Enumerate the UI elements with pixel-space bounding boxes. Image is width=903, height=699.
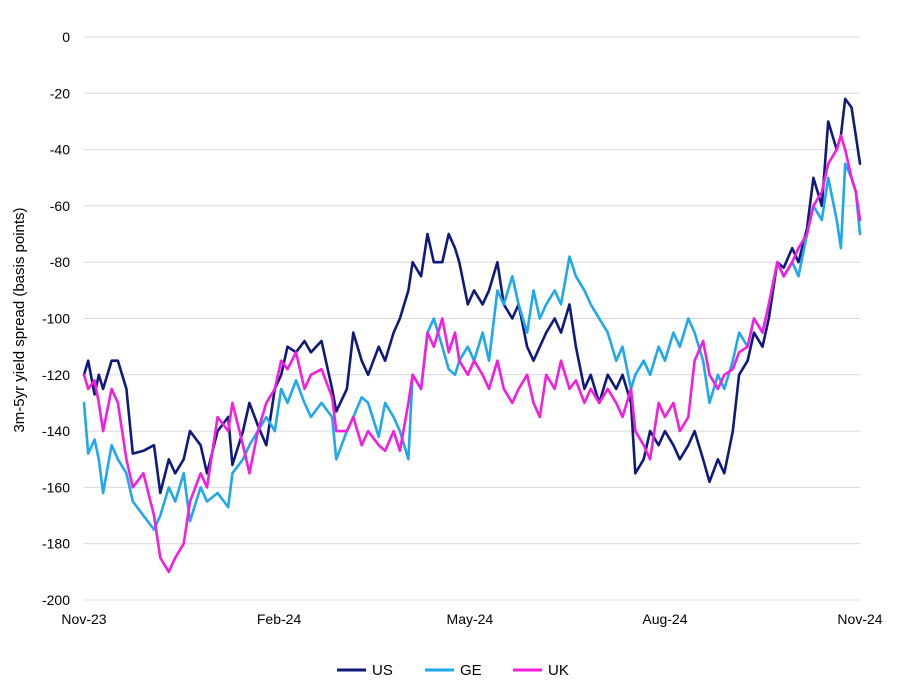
- y-tick-label: -60: [50, 198, 70, 214]
- x-tick-label: May-24: [447, 611, 494, 627]
- y-tick-label: -20: [50, 85, 70, 101]
- legend-label-us: US: [372, 662, 393, 679]
- y-tick-label: -80: [50, 254, 70, 270]
- y-tick-label: -160: [42, 479, 70, 495]
- y-tick-label: 0: [62, 29, 70, 45]
- y-tick-label: -120: [42, 367, 70, 383]
- y-tick-label: -100: [42, 311, 70, 327]
- legend-label-ge: GE: [460, 662, 482, 679]
- y-tick-label: -40: [50, 142, 70, 158]
- series-line-uk: [82, 134, 862, 574]
- series-lines: [82, 97, 862, 574]
- y-tick-label: -140: [42, 423, 70, 439]
- series-line-us: [82, 97, 862, 495]
- series-line-ge: [82, 162, 862, 531]
- legend-label-uk: UK: [548, 662, 569, 679]
- x-tick-label: Nov-23: [61, 611, 106, 627]
- x-tick-label: Nov-24: [837, 611, 882, 627]
- y-axis-title: 3m-5yr yield spread (basis points): [11, 207, 28, 432]
- gridlines: [84, 36, 860, 601]
- x-tick-label: Feb-24: [257, 611, 302, 627]
- y-axis-ticks: 0 -20 -40 -60 -80 -100 -120 -140 -160 -180 -200: [42, 29, 70, 608]
- x-axis-ticks: Nov-23 Feb-24 May-24 Aug-24 Nov-24: [61, 611, 882, 627]
- y-tick-label: -180: [42, 536, 70, 552]
- y-tick-label: -200: [42, 592, 70, 608]
- legend: US GE UK: [337, 662, 569, 679]
- x-tick-label: Aug-24: [642, 611, 687, 627]
